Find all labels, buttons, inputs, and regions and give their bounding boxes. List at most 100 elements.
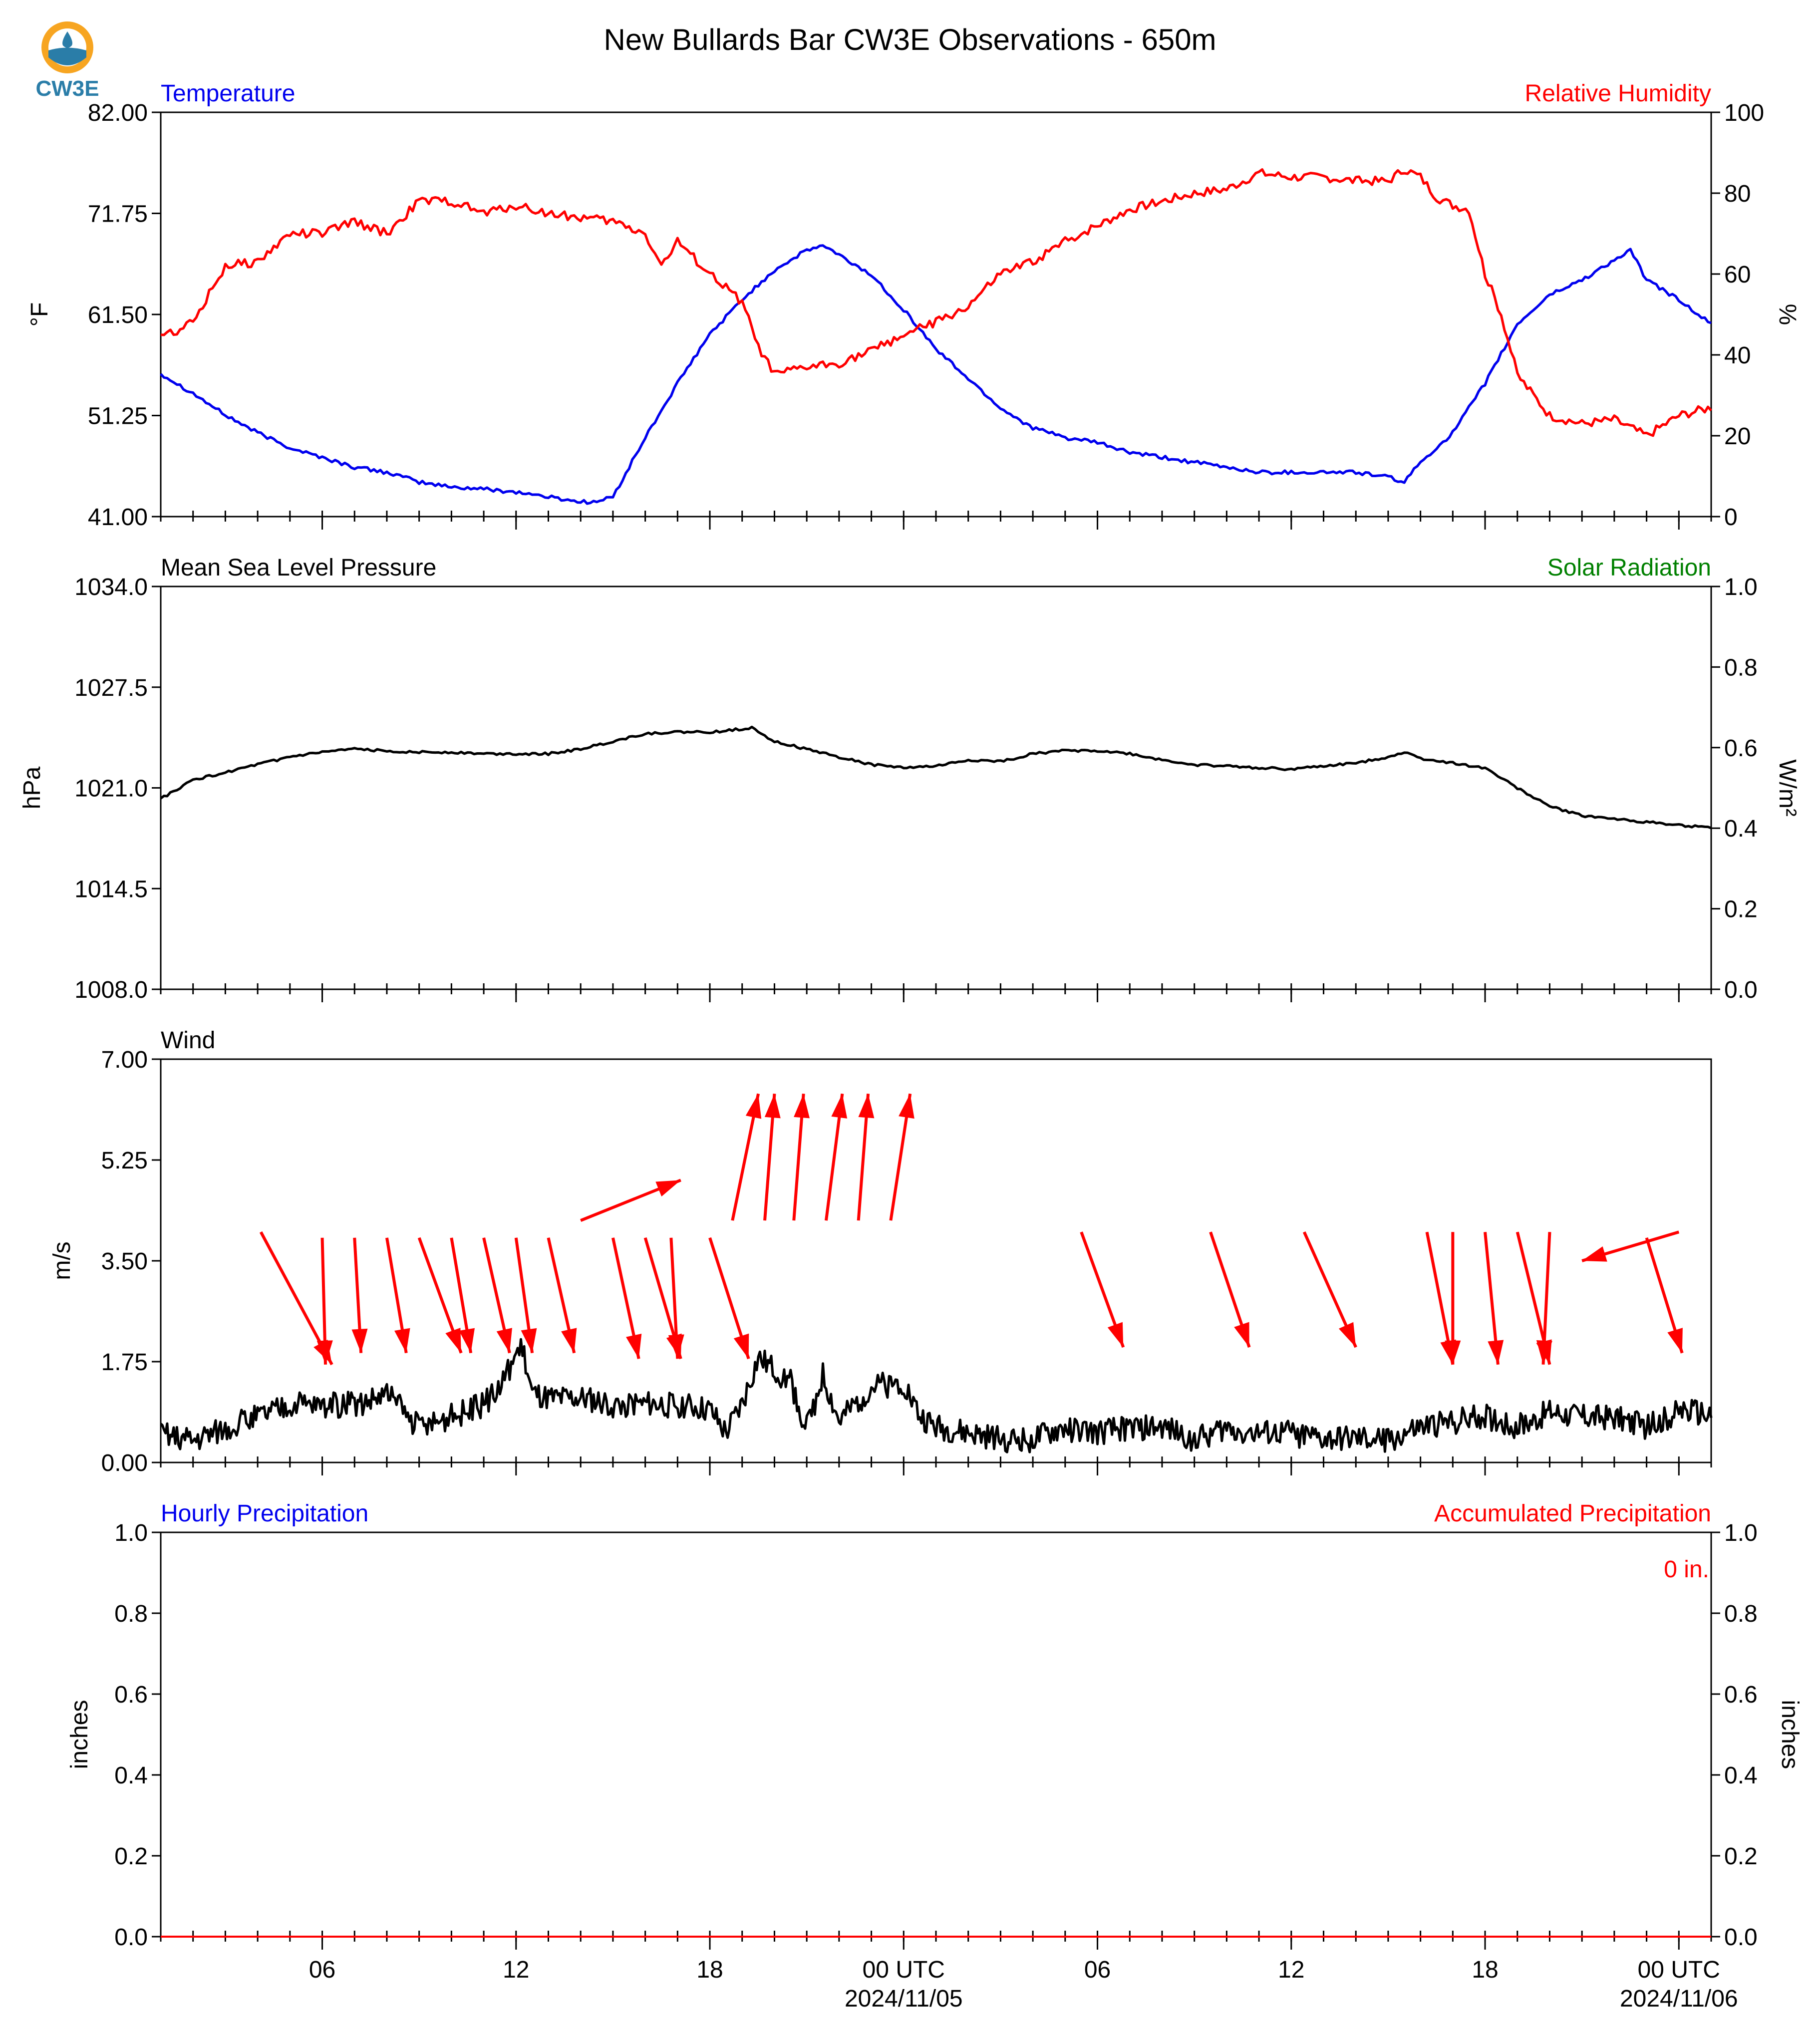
y-tick-label-right: 0.8 [1724,1601,1758,1627]
wind-arrow-head [561,1328,577,1353]
y-tick-label-right: 60 [1724,262,1751,288]
y-tick-label-left: 0.8 [114,1601,148,1627]
panel-title-right: Solar Radiation [1547,555,1711,581]
y-tick-label-right: 100 [1724,100,1764,126]
chart-title: New Bullards Bar CW3E Observations - 650… [604,23,1216,56]
panel-temperature-humidity: Temperature Relative Humidity 41.00 51.25 61… [26,80,1801,531]
y-tick-label-left: 51.25 [88,403,148,430]
y-tick-label-left: 82.00 [88,100,148,126]
wind-arrow-head [764,1094,781,1119]
x-tick-sublabel: 2024/11/06 [1620,1986,1738,2012]
logo-text: CW3E [35,76,99,101]
wind-arrows [259,1093,1684,1366]
y-tick-label-left: 1034.0 [74,574,148,600]
y-tick-label-left: 1021.0 [74,776,148,802]
y-tick-label-right: 0.4 [1724,816,1758,842]
y-tick-label-right: 1.0 [1724,1520,1758,1546]
wind-arrow-head [668,1334,684,1359]
chart-panels: Temperature Relative Humidity 41.00 51.25 61… [19,80,1803,2012]
y-tick-label-right: 0.0 [1724,977,1758,1003]
x-tick-label: 18 [696,1957,723,1983]
plot-frame [160,585,1712,990]
wind-arrow-head [445,1328,461,1353]
wind-arrow-head [394,1328,410,1353]
y-tick-label-left: 0.2 [114,1843,148,1870]
y-tick-label-right: 0.4 [1724,1762,1758,1789]
y-tick-label-left: 0.0 [114,1924,148,1951]
wind-arrow-head [794,1094,810,1119]
wind-arrow-head [858,1094,875,1119]
y-tick-label-left: 1014.5 [74,876,148,902]
y-axis-label-left: inches [66,1700,93,1769]
y-tick-label-right: 80 [1724,181,1751,207]
y-tick-label-right: 0.6 [1724,1682,1758,1708]
wind-arrow-head [733,1333,749,1359]
y-tick-label-left: 7.00 [101,1047,148,1073]
wind-arrow-head [351,1328,368,1353]
y-tick-label-right: 1.0 [1724,574,1758,600]
cw3e-logo-icon [41,21,93,73]
wind-arrow-head [1667,1328,1683,1353]
y-tick-label-left: 1.0 [114,1520,148,1546]
wind-arrow-head [1234,1322,1249,1348]
y-axis-label-right: W/m² [1774,759,1801,817]
wind-arrow-head [831,1094,848,1119]
x-tick-label: 18 [1472,1957,1498,1983]
panel-title-left: Mean Sea Level Pressure [161,555,436,581]
wind-arrow-head [745,1094,762,1119]
y-tick-label-left: 1027.5 [74,675,148,701]
wind-arrow-head [1536,1340,1552,1365]
wind-arrow-head [316,1340,333,1365]
wind-arrow-head [1582,1246,1607,1262]
panel-title-left: Wind [161,1027,215,1054]
y-tick-label-left: 41.00 [88,504,148,531]
plot-frame [160,1058,1712,1463]
cw3e-logo: CW3E [35,17,100,102]
y-tick-label-left: 71.75 [88,201,148,228]
wind-arrow-head [655,1180,681,1197]
x-tick-sublabel: 2024/11/05 [845,1986,963,2012]
y-axis-label-right: inches [1777,1700,1803,1769]
y-tick-label-left: 1008.0 [74,977,148,1003]
wind-arrow-head [1338,1322,1356,1348]
y-tick-label-left: 61.50 [88,302,148,328]
series-line-relative-humidity [160,168,1712,437]
accumulated-total-label: 0 in. [1664,1556,1709,1583]
series-line-mean-sea-level-pressure [160,725,1712,830]
panel-title-left: Temperature [161,80,295,107]
y-axis-label-left: °F [26,302,53,327]
y-axis-label-left: m/s [49,1241,75,1280]
panel-title-right: Relative Humidity [1525,80,1711,107]
y-tick-label-left: 0.4 [114,1762,148,1789]
panel-title-left: Hourly Precipitation [161,1500,368,1527]
y-tick-label-right: 0 [1724,504,1738,531]
plot-frame [160,111,1712,518]
wind-arrow-head [459,1328,475,1353]
x-tick-label: 00 UTC [1638,1957,1720,1983]
y-tick-label-right: 0.6 [1724,735,1758,762]
wind-arrow-head [626,1333,642,1359]
y-tick-label-right: 0.8 [1724,654,1758,681]
panel-title-right: Accumulated Precipitation [1434,1500,1711,1527]
x-tick-label: 12 [1278,1957,1304,1983]
x-tick-label: 06 [1084,1957,1111,1983]
y-tick-label-right: 0.0 [1724,1924,1758,1951]
y-axis-label-left: hPa [19,766,45,809]
x-tick-label: 00 UTC [863,1957,945,1983]
wind-arrow-head [521,1328,537,1353]
series-line-temperature [160,244,1712,505]
y-tick-label-left: 0.6 [114,1682,148,1708]
x-tick-label: 12 [503,1957,529,1983]
panel-wind: Wind 0.00 1.75 3.50 5.25 7.00 m/s [49,1027,1713,1476]
wind-arrow-head [496,1328,512,1353]
y-tick-label-right: 0.2 [1724,1843,1758,1870]
series-line-wind [160,1338,1713,1453]
y-tick-label-left: 0.00 [101,1450,148,1476]
y-tick-label-right: 20 [1724,423,1751,450]
wind-arrow-head [1488,1340,1504,1365]
panel-precipitation: Hourly Precipitation Accumulated Precipit… [66,1500,1803,2012]
y-tick-label-left: 1.75 [101,1349,148,1376]
wind-arrow-head [1445,1340,1461,1365]
wind-arrow-head [1107,1322,1124,1348]
